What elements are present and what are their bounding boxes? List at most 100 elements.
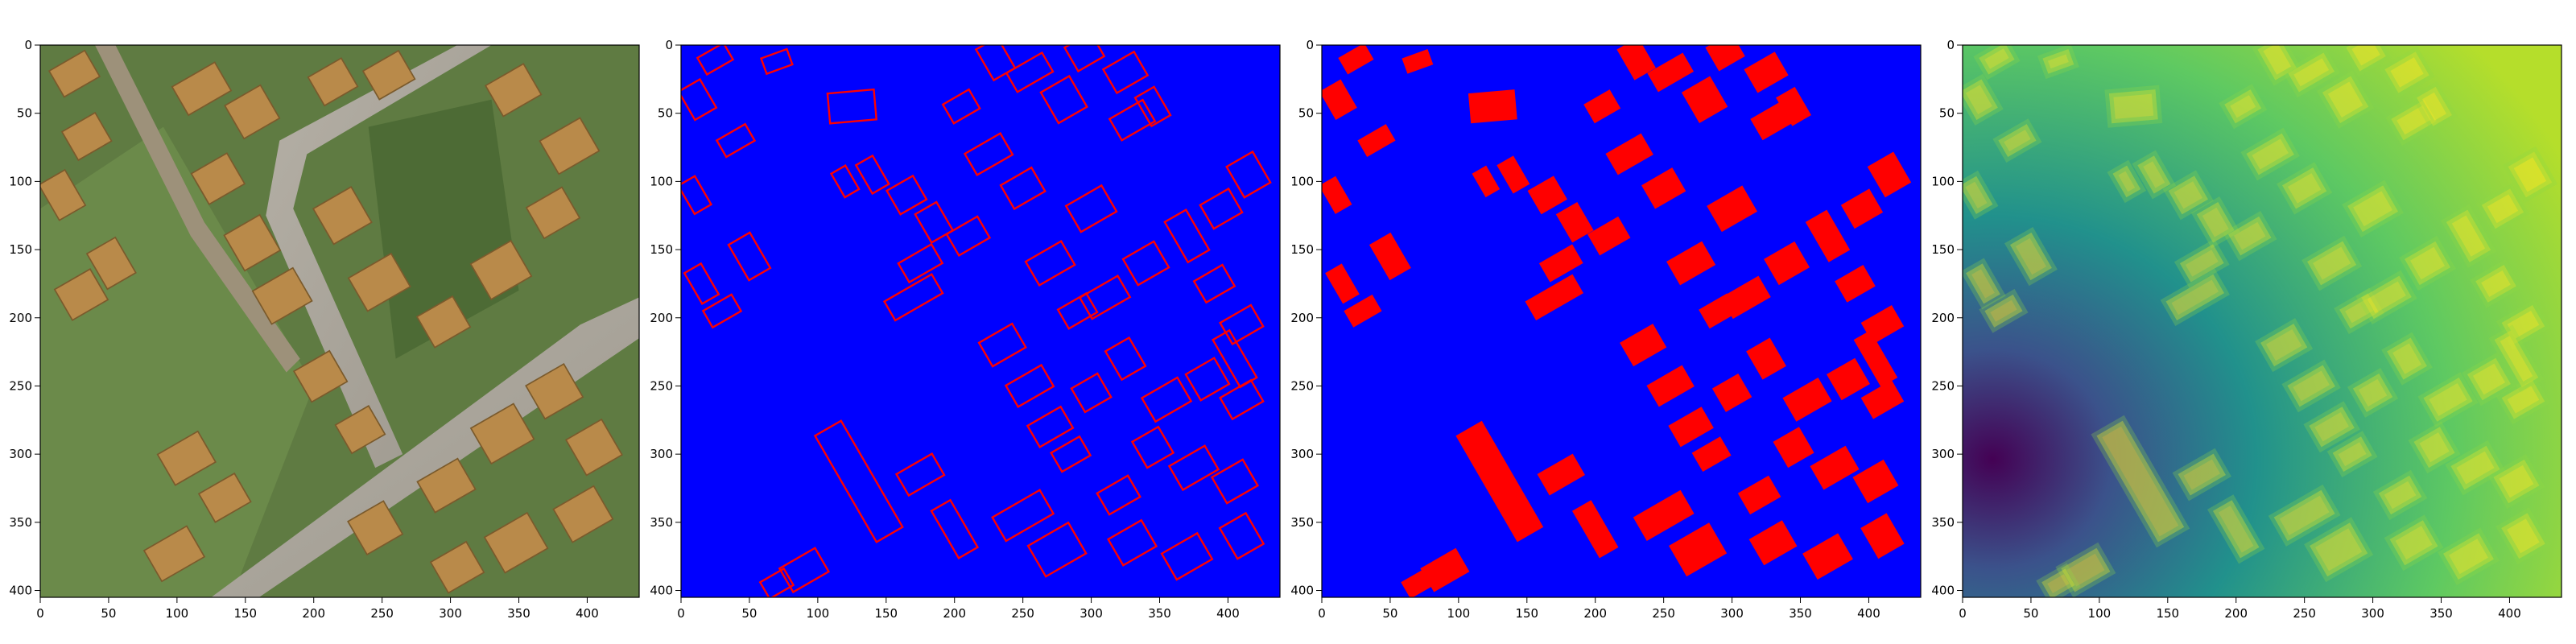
building-fill xyxy=(1707,185,1757,233)
x-tick-label: 350 xyxy=(1148,606,1171,621)
building-fill xyxy=(1720,275,1771,320)
distance-peak xyxy=(2326,431,2378,477)
panel-outline-mask: 0 50 100 150 200 250 300 350 400 0 50 100 150 200 250 3… xyxy=(650,38,1281,621)
building-fill xyxy=(1782,378,1832,422)
x-tick-label: 300 xyxy=(439,606,462,621)
x-tick-label: 400 xyxy=(1216,606,1240,621)
y-tick-label: 250 xyxy=(9,378,32,393)
building-fill xyxy=(1805,209,1851,262)
y-tick-label: 350 xyxy=(1931,515,1955,530)
distance-peak xyxy=(2475,183,2530,235)
road-left xyxy=(94,45,300,373)
distance-peak xyxy=(1963,170,1999,220)
x-tick-label: 150 xyxy=(874,606,898,621)
building-outline xyxy=(778,547,831,594)
y-tick-label: 0 xyxy=(24,38,32,52)
distance-peak xyxy=(2347,367,2399,418)
y-tick-label: 350 xyxy=(9,515,32,530)
building-outline xyxy=(930,498,980,560)
x-tick-label: 400 xyxy=(2498,606,2521,621)
building-fill xyxy=(1691,436,1732,473)
building-fill xyxy=(1641,167,1686,209)
y-tick-label: 300 xyxy=(650,447,673,461)
building-fill xyxy=(1525,274,1583,321)
distance-peak xyxy=(2190,196,2240,249)
x-tick-label: 50 xyxy=(1382,606,1397,621)
y-tick-label: 250 xyxy=(1931,378,1955,393)
building-outlines xyxy=(681,45,1272,597)
outline-mask-image xyxy=(681,45,1280,597)
building-fill xyxy=(1852,459,1899,504)
building-outline xyxy=(1121,240,1170,287)
distance-peak xyxy=(1963,258,2006,310)
building-outline xyxy=(1096,474,1141,516)
building-outline xyxy=(1064,184,1118,233)
building-outline xyxy=(1219,303,1265,346)
building-outline xyxy=(1130,425,1175,469)
y-tick-label: 150 xyxy=(9,242,32,257)
y-tick-label: 250 xyxy=(650,378,673,393)
axis-ticks: 0 50 100 150 200 250 300 350 400 0 50 100 150 200 250 3… xyxy=(9,38,598,621)
x-tick-label: 100 xyxy=(1447,606,1471,621)
building-fill xyxy=(1860,380,1905,419)
building-outline xyxy=(1070,372,1113,414)
x-tick-label: 50 xyxy=(101,606,116,621)
axes-frame xyxy=(1962,44,2562,598)
building-fill xyxy=(1633,489,1695,541)
distance-peak xyxy=(2384,514,2444,572)
distance-peak xyxy=(2496,374,2551,425)
x-tick-label: 350 xyxy=(2429,606,2453,621)
building-outline xyxy=(1133,85,1172,128)
y-tick-label: 100 xyxy=(9,174,32,188)
distance-peak xyxy=(1973,45,2021,80)
building-fill xyxy=(1666,241,1716,286)
distance-peak xyxy=(2222,210,2277,262)
building-fill xyxy=(1802,533,1853,580)
x-tick-label: 300 xyxy=(2361,606,2384,621)
building-outline xyxy=(1026,521,1088,578)
building-outline xyxy=(1024,240,1076,287)
distance-peak xyxy=(2355,270,2417,325)
x-tick-label: 400 xyxy=(576,606,599,621)
distance-peak xyxy=(2252,45,2302,86)
building-fill xyxy=(1537,453,1585,496)
building-outline xyxy=(826,88,878,125)
mask-background xyxy=(681,45,1280,597)
y-tick-label: 50 xyxy=(1298,106,1314,121)
distance-peak xyxy=(2488,324,2545,393)
building-fill xyxy=(1527,175,1567,215)
distance-map-image xyxy=(1963,45,2562,597)
y-tick-label: 400 xyxy=(650,584,673,598)
distance-peak xyxy=(2304,517,2374,583)
building-outline xyxy=(1210,458,1260,505)
building-outline xyxy=(1140,376,1193,423)
building-fill xyxy=(1646,365,1695,407)
building-fill xyxy=(1357,124,1396,157)
building-outline xyxy=(701,293,743,329)
axis-ticks: 0 50 100 150 200 250 300 350 400 0 50 100 150 200 250 3… xyxy=(1931,38,2520,621)
x-tick-label: 250 xyxy=(2293,606,2316,621)
distance-highlights xyxy=(1963,45,2558,597)
building-outline xyxy=(999,166,1046,211)
building-outline xyxy=(759,47,794,76)
building-outline xyxy=(1199,187,1244,230)
distance-peak xyxy=(2342,180,2404,238)
x-tick-label: 250 xyxy=(370,606,394,621)
building-fill xyxy=(1647,52,1695,93)
distance-peak xyxy=(2462,352,2516,407)
building-fills xyxy=(1322,45,1912,597)
x-tick-label: 0 xyxy=(1959,606,1967,621)
x-tick-label: 300 xyxy=(1720,606,1744,621)
distance-peak xyxy=(2091,415,2190,548)
distance-peak xyxy=(2470,259,2522,308)
building-outline xyxy=(1163,208,1211,264)
building-outline xyxy=(1104,336,1147,382)
building-outline xyxy=(1078,274,1132,320)
building-fill xyxy=(1322,175,1352,214)
building-fill xyxy=(1616,45,1656,80)
building-fill xyxy=(1737,475,1781,515)
distance-peak xyxy=(2381,332,2433,386)
building-fill xyxy=(1620,324,1667,367)
distance-peak xyxy=(2277,162,2333,215)
y-tick-label: 0 xyxy=(665,38,673,52)
